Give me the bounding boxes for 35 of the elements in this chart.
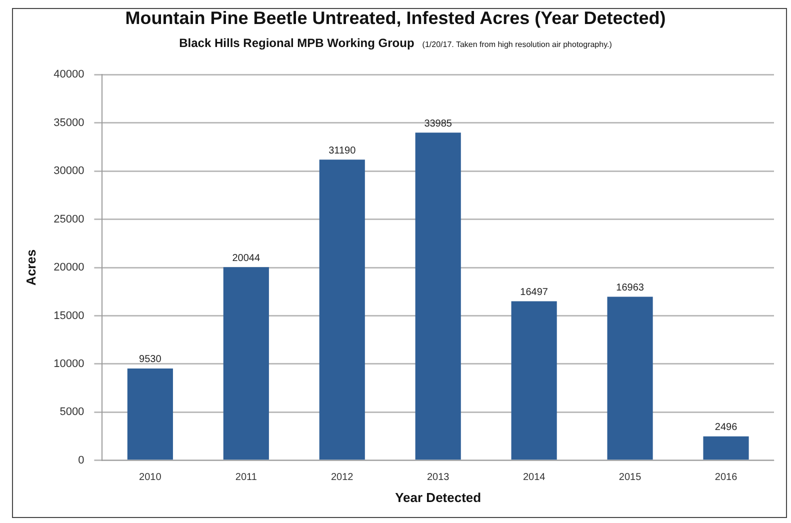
bar (703, 436, 749, 460)
x-tick-label: 2014 (522, 472, 546, 484)
data-label: 20044 (232, 252, 260, 264)
data-label: 9530 (139, 354, 162, 366)
data-label: 16963 (616, 282, 644, 294)
y-tick-label: 10000 (54, 358, 84, 370)
x-tick-label: 2011 (235, 472, 258, 484)
y-tick-label: 0 (78, 454, 84, 466)
x-tick-label: 2012 (330, 472, 354, 484)
y-tick-label: 5000 (60, 406, 84, 418)
x-tick-label: 2010 (139, 472, 162, 484)
data-label: 33985 (424, 118, 452, 130)
y-tick-label: 25000 (54, 213, 84, 226)
bar (127, 368, 173, 460)
chart-subtitle: Black Hills Regional MPB Working Group (179, 36, 414, 50)
x-tick-label: 2013 (426, 472, 450, 484)
x-axis-title: Year Detected (395, 490, 482, 505)
y-tick-label: 35000 (54, 116, 84, 129)
bar (319, 160, 365, 460)
text: (1/20/17. Taken from high resolution air photography.) (422, 40, 612, 49)
x-tick-label: 2016 (714, 472, 738, 484)
bar (223, 267, 269, 460)
y-tick-label: 30000 (54, 165, 84, 178)
bar (415, 132, 461, 460)
data-label: 31190 (328, 145, 356, 156)
y-tick-label: 40000 (54, 68, 84, 81)
bar (607, 296, 653, 460)
y-axis-title: Acres (23, 249, 38, 286)
data-label: 2496 (714, 422, 738, 434)
bar (511, 301, 557, 460)
y-tick-label: 20000 (54, 262, 84, 274)
x-tick-label: 2015 (618, 472, 642, 484)
data-label: 16497 (520, 287, 548, 298)
chart-title: Mountain Pine Beetle Untreated, Infested Acres (Year Detected) (124, 8, 667, 29)
y-tick-label: 15000 (54, 310, 84, 322)
